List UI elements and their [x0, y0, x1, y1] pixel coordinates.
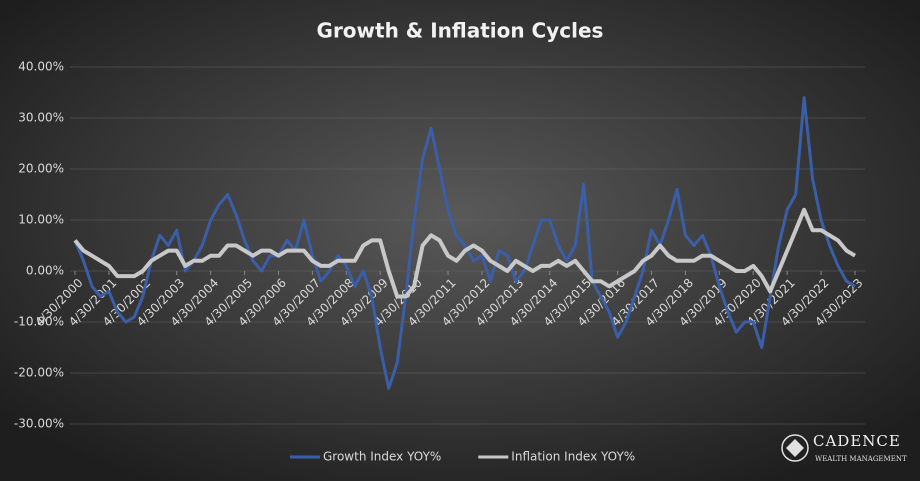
logo-icon [786, 439, 804, 457]
y-tick-label: 40.00% [18, 60, 64, 74]
y-tick-label: -10.00% [14, 315, 64, 329]
y-tick-label: 30.00% [18, 111, 64, 125]
logo-tagline: WEALTH MANAGEMENT [815, 455, 907, 463]
y-tick-label: 10.00% [18, 213, 64, 227]
legend-label: Inflation Index YOY% [511, 450, 635, 464]
legend-label: Growth Index YOY% [323, 450, 441, 464]
logo-icon [781, 434, 809, 462]
series-line [73, 207, 857, 299]
series-line [73, 96, 856, 390]
y-tick-label: -30.00% [14, 417, 64, 431]
y-tick-label: 0.00% [26, 264, 64, 278]
y-tick-label: 20.00% [18, 162, 64, 176]
logo: CADENCE WEALTH MANAGEMENT [781, 432, 907, 463]
chart-title: Growth & Inflation Cycles [317, 19, 604, 43]
y-tick-label: -20.00% [14, 366, 64, 380]
logo-name: CADENCE [813, 432, 901, 450]
